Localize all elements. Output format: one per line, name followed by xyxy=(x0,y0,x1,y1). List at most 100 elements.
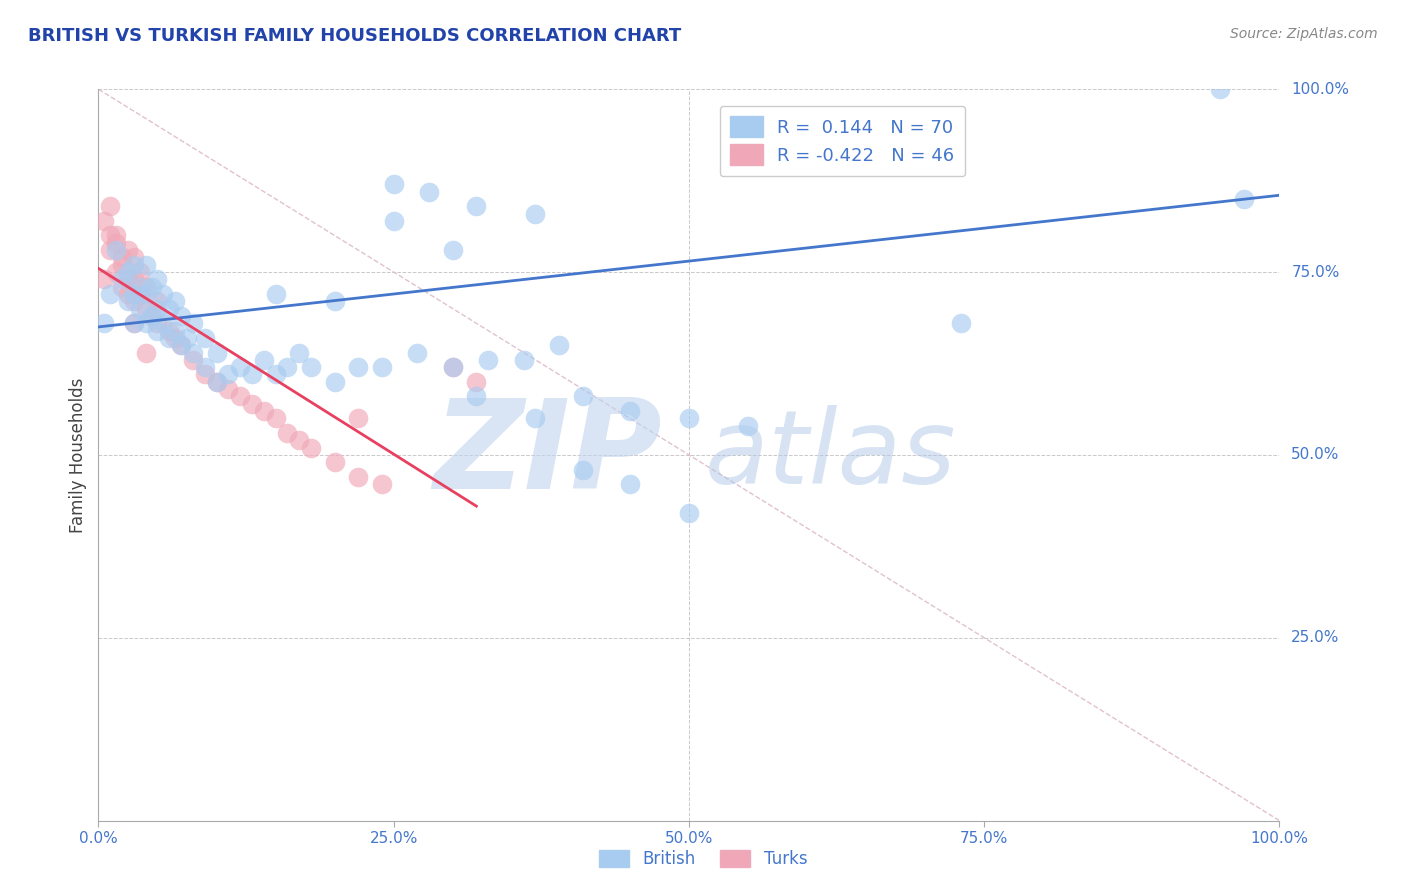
Point xyxy=(117,265,139,279)
Point xyxy=(371,360,394,375)
Point xyxy=(181,352,204,367)
Point xyxy=(111,272,134,286)
Text: Source: ZipAtlas.com: Source: ZipAtlas.com xyxy=(1230,27,1378,41)
Point xyxy=(441,360,464,375)
Point xyxy=(276,360,298,375)
Point xyxy=(128,301,150,316)
Point xyxy=(111,251,134,265)
Point xyxy=(157,324,180,338)
Point xyxy=(205,375,228,389)
Point xyxy=(194,368,217,382)
Point xyxy=(146,316,169,330)
Text: 75.0%: 75.0% xyxy=(1291,265,1340,279)
Point xyxy=(93,272,115,286)
Point xyxy=(122,316,145,330)
Point xyxy=(135,287,157,301)
Point xyxy=(105,243,128,257)
Point xyxy=(146,324,169,338)
Text: ZIP: ZIP xyxy=(433,394,662,516)
Point xyxy=(418,185,440,199)
Point xyxy=(571,462,593,476)
Point xyxy=(111,279,134,293)
Point xyxy=(170,338,193,352)
Text: 50.0%: 50.0% xyxy=(1291,448,1340,462)
Point xyxy=(122,251,145,265)
Point xyxy=(98,199,121,213)
Point xyxy=(152,287,174,301)
Point xyxy=(288,434,311,448)
Point xyxy=(170,338,193,352)
Point xyxy=(1233,192,1256,206)
Point xyxy=(323,375,346,389)
Point xyxy=(128,287,150,301)
Point xyxy=(264,287,287,301)
Point xyxy=(146,294,169,309)
Point xyxy=(465,375,488,389)
Point xyxy=(117,287,139,301)
Point xyxy=(165,294,187,309)
Point xyxy=(93,316,115,330)
Point xyxy=(117,272,139,286)
Point xyxy=(205,345,228,359)
Point xyxy=(141,279,163,293)
Point xyxy=(678,507,700,521)
Point xyxy=(122,294,145,309)
Text: atlas: atlas xyxy=(704,405,956,505)
Point xyxy=(619,477,641,491)
Point xyxy=(299,441,322,455)
Point xyxy=(737,418,759,433)
Point xyxy=(619,404,641,418)
Point xyxy=(240,368,263,382)
Point xyxy=(205,375,228,389)
Point xyxy=(217,368,239,382)
Point xyxy=(323,455,346,469)
Point xyxy=(135,301,157,316)
Point xyxy=(253,404,276,418)
Point xyxy=(135,345,157,359)
Point xyxy=(98,287,121,301)
Point xyxy=(111,258,134,272)
Point xyxy=(571,389,593,403)
Point xyxy=(1209,82,1232,96)
Point xyxy=(678,411,700,425)
Point xyxy=(441,360,464,375)
Point xyxy=(253,352,276,367)
Point xyxy=(194,360,217,375)
Point xyxy=(165,331,187,345)
Point xyxy=(264,368,287,382)
Point xyxy=(371,477,394,491)
Point xyxy=(323,294,346,309)
Point xyxy=(105,265,128,279)
Point xyxy=(135,316,157,330)
Point xyxy=(122,316,145,330)
Point xyxy=(146,301,169,316)
Point xyxy=(176,331,198,345)
Text: 25.0%: 25.0% xyxy=(1291,631,1340,645)
Point xyxy=(135,279,157,293)
Point xyxy=(347,411,370,425)
Point xyxy=(98,228,121,243)
Point xyxy=(299,360,322,375)
Legend: British, Turks: British, Turks xyxy=(592,843,814,875)
Point xyxy=(347,470,370,484)
Point xyxy=(93,214,115,228)
Point xyxy=(441,243,464,257)
Point xyxy=(240,397,263,411)
Point xyxy=(146,272,169,286)
Point xyxy=(229,389,252,403)
Point xyxy=(465,199,488,213)
Point xyxy=(128,265,150,279)
Point xyxy=(157,301,180,316)
Point xyxy=(276,425,298,440)
Point xyxy=(105,235,128,250)
Point xyxy=(157,331,180,345)
Point xyxy=(512,352,534,367)
Legend: R =  0.144   N = 70, R = -0.422   N = 46: R = 0.144 N = 70, R = -0.422 N = 46 xyxy=(720,105,966,176)
Point xyxy=(382,214,405,228)
Point xyxy=(98,243,121,257)
Point xyxy=(128,279,150,293)
Point xyxy=(105,228,128,243)
Point xyxy=(477,352,499,367)
Point xyxy=(117,243,139,257)
Point xyxy=(152,316,174,330)
